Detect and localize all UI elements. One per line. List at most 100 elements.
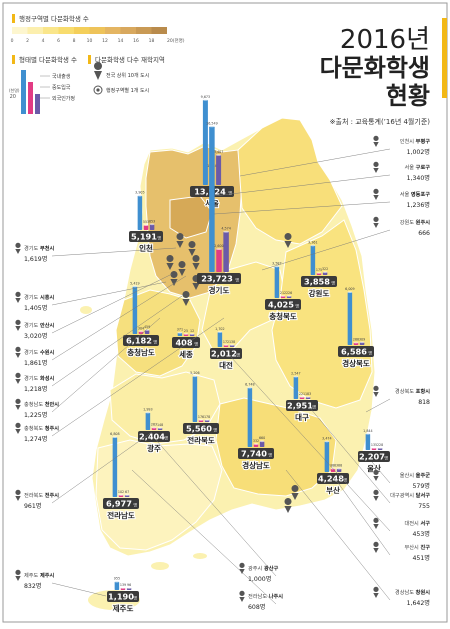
- region-total-unit: 명: [133, 502, 137, 508]
- legend-type-label-3: 외국인가정: [52, 95, 75, 102]
- bar-cap: [202, 98, 208, 101]
- city-district: 포항시: [416, 387, 431, 395]
- region-name: 경상북도: [342, 358, 370, 368]
- bar-value-label: 660: [259, 436, 265, 440]
- legend-top-marker: [88, 55, 91, 64]
- pin-icon: [373, 586, 379, 598]
- bar: [202, 99, 208, 185]
- region-name: 충청남도: [127, 347, 155, 357]
- city-callout: 대전시 서구 453명: [229, 355, 430, 538]
- bar: [217, 332, 223, 347]
- city-name: 대전시 서구: [404, 519, 430, 527]
- legend-type-bar-3: [35, 94, 40, 114]
- bar-cap: [209, 125, 215, 128]
- map-chungbuk: [201, 261, 287, 353]
- scale-tick-label: 10: [87, 38, 93, 44]
- bar-value-label: 139: [120, 583, 126, 587]
- pin-icon: [15, 422, 21, 434]
- city-leader-line: [213, 174, 391, 197]
- pin-icon: [373, 517, 379, 529]
- scale-swatch: [89, 27, 105, 34]
- city-district: 울주군: [416, 471, 431, 479]
- bar-value-label: 16,549: [206, 121, 218, 125]
- city-value: 832명: [24, 582, 42, 590]
- region-group: 3,474 386 388 4,248 명부산: [317, 436, 349, 496]
- legend-region-marker: [12, 14, 15, 23]
- bar-value-label: 175: [316, 268, 322, 272]
- bar-value-label: 172: [223, 340, 229, 344]
- city-callout: 부산시 진구 451명: [335, 479, 430, 562]
- city-district: 천안시: [45, 400, 60, 408]
- region-scale-ticks: 0 2 4 6 8 10 12 14 16 18 20(천명): [11, 37, 185, 44]
- pin-icon: [15, 242, 21, 254]
- scale-tick-label: 2: [26, 38, 29, 44]
- legend-type-marker: [12, 55, 15, 64]
- region-total: 5,191: [131, 232, 157, 242]
- bar-cap: [157, 427, 163, 429]
- pin-ring-icon: [93, 85, 103, 95]
- region-name: 강원도: [309, 288, 330, 298]
- bar-value-label: 25: [184, 329, 188, 333]
- bar-cap: [247, 386, 253, 389]
- bar-cap: [216, 154, 222, 156]
- pin-icon: [15, 372, 21, 384]
- region-total-unit: 명: [213, 427, 217, 433]
- region-group: 1,993 263 148 2,404 명광주: [138, 407, 170, 454]
- scale-tick-label: 4: [42, 38, 45, 44]
- title-line3: 현황: [386, 82, 430, 110]
- map-pins: [166, 233, 299, 513]
- legend-type-axis-value: 20: [10, 94, 16, 100]
- region-name: 인천: [139, 243, 153, 253]
- bar-value-label: 102: [118, 490, 124, 494]
- bar: [347, 292, 353, 345]
- bar-value-label: 6,748: [245, 383, 254, 387]
- region-total-box: [183, 423, 219, 434]
- region-group: 1,702 172 138 2,012 명대전: [210, 327, 242, 371]
- city-district: 원주시: [416, 218, 431, 226]
- legend-type-axis: (천명): [9, 87, 20, 93]
- scale-swatch: [105, 27, 121, 34]
- bar-value-label: 4,574: [221, 227, 230, 231]
- city-callout: 서울 영등포구 1,236명: [213, 188, 430, 215]
- city-name: 경기도 안산시: [24, 321, 55, 329]
- bar-value-label: 459: [144, 325, 150, 329]
- city-district: 구로구: [416, 164, 431, 171]
- region-total: 6,586: [341, 347, 367, 357]
- city-leader-line: [51, 317, 161, 413]
- bar: [177, 332, 183, 336]
- bar-value-label: 263: [151, 423, 157, 427]
- bar: [310, 245, 316, 275]
- city-prefecture: 경기도: [24, 293, 40, 301]
- bar-value-label: 553: [143, 220, 149, 224]
- bar-value-label: 268: [353, 338, 359, 342]
- city-value: 755: [418, 503, 430, 510]
- bar-cap: [198, 419, 204, 421]
- bar-cap: [192, 375, 198, 378]
- city-name: 대구광역시 달서구: [390, 491, 430, 499]
- city-callout: 경기도 시흥시 1,405명: [15, 281, 167, 312]
- city-name: 강원도 원주시: [400, 218, 431, 226]
- bar-cap: [253, 443, 259, 445]
- city-district: 청주시: [45, 424, 60, 432]
- bar-cap: [280, 295, 286, 297]
- bar: [259, 441, 265, 447]
- city-prefecture: 울산시: [400, 471, 416, 479]
- city-value: 453명: [412, 530, 430, 538]
- city-district: 광산구: [264, 564, 279, 572]
- city-value: 451명: [412, 554, 430, 562]
- region-total-box: [107, 591, 139, 602]
- region-name: 충청북도: [269, 311, 297, 321]
- city-leader-line: [229, 355, 391, 532]
- city-prefecture: 경상북도: [395, 387, 416, 395]
- bar-cap: [322, 271, 328, 274]
- region-total: 6,977: [106, 499, 132, 509]
- city-callout: 서울 구로구 1,340명: [213, 161, 431, 197]
- city-callout: 경상북도 포항시 818: [365, 385, 431, 413]
- region-total: 7,740: [241, 449, 267, 459]
- bar-value-label: 183: [305, 392, 311, 396]
- bar-cap: [149, 223, 155, 226]
